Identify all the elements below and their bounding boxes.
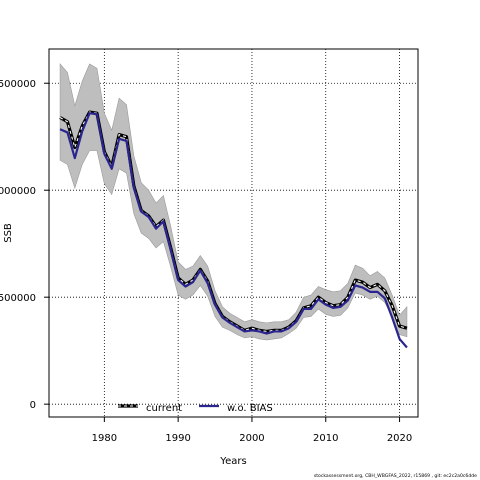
footer-credit: stockassessment.org, CBH_WBGFAS_2022, r1… <box>313 474 477 479</box>
x-tick-label-2000: 2000 <box>239 433 264 444</box>
y-tick-label-500000: 500000 <box>0 293 36 304</box>
y-tick-label-1500000: 1500000 <box>0 79 36 90</box>
plot-frame <box>48 48 419 418</box>
confidence-bands <box>59 63 408 341</box>
series-line-wo-bias <box>59 112 408 349</box>
confidence-band-current <box>59 63 408 341</box>
y-axis-title: SSB <box>3 223 14 243</box>
x-tick-label-2020: 2020 <box>387 433 412 444</box>
legend: current w.o. BIAS <box>118 403 273 414</box>
y-tick-label-1000000: 1000000 <box>0 186 36 197</box>
x-tick-label-1980: 1980 <box>92 433 117 444</box>
x-axis-title: Years <box>219 456 246 467</box>
y-tick-label-0: 0 <box>30 400 36 411</box>
legend-label-current: current <box>146 403 182 414</box>
legend-label-wo-bias: w.o. BIAS <box>227 403 273 414</box>
axis-ticks: 1980 1990 2000 2010 2020 0 500000 1000000 150000… <box>0 79 412 444</box>
x-tick-label-2010: 2010 <box>313 433 338 444</box>
series-lines <box>59 110 408 349</box>
x-tick-label-1990: 1990 <box>165 433 190 444</box>
grid-lines <box>49 49 418 417</box>
